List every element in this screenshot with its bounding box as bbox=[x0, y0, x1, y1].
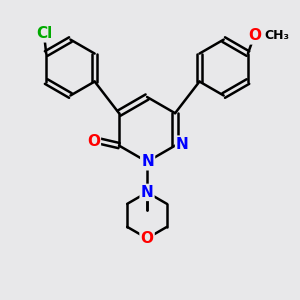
Text: O: O bbox=[87, 134, 100, 149]
Text: CH₃: CH₃ bbox=[265, 29, 290, 42]
Text: N: N bbox=[141, 154, 154, 169]
Text: N: N bbox=[176, 136, 189, 152]
Text: O: O bbox=[248, 28, 261, 44]
Text: O: O bbox=[141, 231, 154, 246]
Text: Cl: Cl bbox=[37, 26, 53, 41]
Text: N: N bbox=[141, 185, 153, 200]
